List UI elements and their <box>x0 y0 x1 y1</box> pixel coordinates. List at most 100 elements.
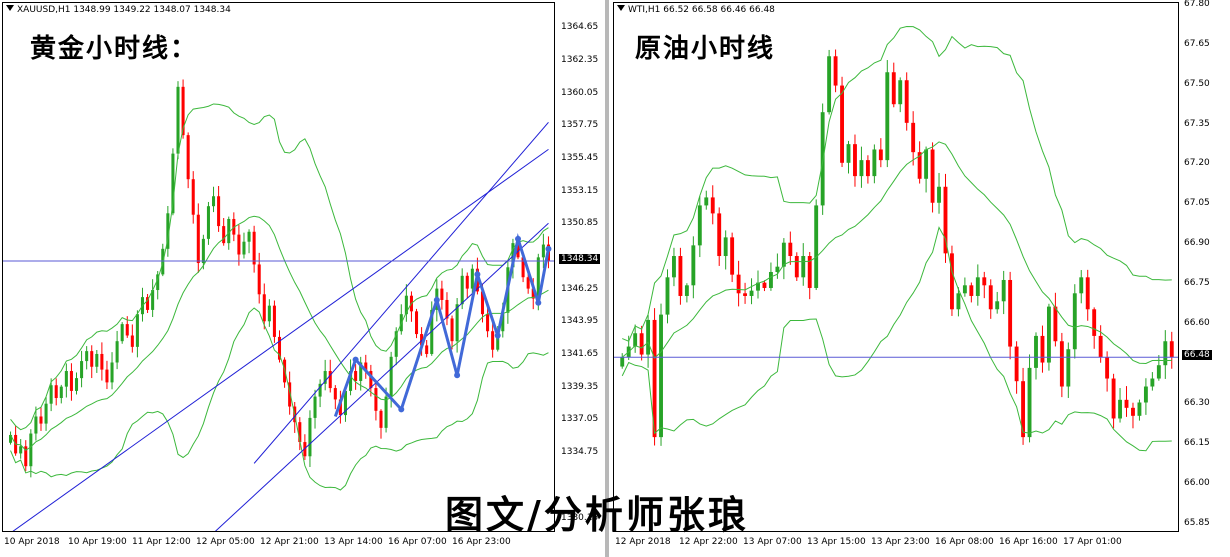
candle-body <box>1066 349 1071 387</box>
dropdown-triangle-icon[interactable] <box>617 5 625 11</box>
price-tick-label: 66.60 <box>1184 318 1210 329</box>
candle-body <box>924 149 929 179</box>
candle-body <box>156 274 160 291</box>
arrow-head-icon <box>454 372 461 379</box>
time-tick-label: 13 Apr 07:00 <box>743 537 802 547</box>
candle-body <box>247 231 251 242</box>
time-tick-label: 12 Apr 21:00 <box>260 537 319 547</box>
candle-body <box>44 403 48 424</box>
candle-body <box>1143 386 1148 403</box>
candle-body <box>536 257 540 299</box>
time-tick-label: 11 Apr 12:00 <box>132 537 191 547</box>
oil-plot-area[interactable] <box>613 2 1179 532</box>
candle-body <box>1085 277 1090 310</box>
candle-body <box>1059 341 1064 387</box>
gold-plot-area[interactable] <box>2 2 555 532</box>
candle-body <box>227 218 231 244</box>
candle-body <box>1124 399 1129 408</box>
candle-body <box>176 86 180 154</box>
price-tick-label: 1334.75 <box>561 447 599 458</box>
candle-body <box>54 385 58 399</box>
time-tick-label: 12 Apr 2018 <box>615 537 671 547</box>
bollinger-upper-band <box>10 103 549 431</box>
candle-body <box>115 341 119 363</box>
candle-body <box>956 293 961 310</box>
arrow-head-icon <box>433 296 440 303</box>
panel-divider[interactable] <box>605 0 609 557</box>
candle-body <box>19 446 23 454</box>
candle-body <box>186 135 190 180</box>
candle-body <box>29 433 33 467</box>
candle-body <box>257 264 261 295</box>
candle-body <box>242 241 246 255</box>
candle-body <box>646 319 651 355</box>
price-tick-label: 1339.35 <box>561 381 599 392</box>
gold-chart-panel[interactable]: XAUUSD,H1 1348.99 1349.22 1348.07 1348.3… <box>0 0 605 557</box>
candle-body <box>308 417 312 457</box>
oil-candlestick-chart <box>614 25 1178 452</box>
gold-overlay-title: 黄金小时线： <box>30 34 199 64</box>
price-tick-label: 1362.35 <box>561 54 599 65</box>
time-tick-label: 13 Apr 14:00 <box>324 537 383 547</box>
candle-body <box>171 153 175 214</box>
time-tick-label: 16 Apr 08:00 <box>935 537 994 547</box>
price-tick-label: 1350.85 <box>561 218 599 229</box>
candle-body <box>768 271 773 288</box>
candle-body <box>394 331 398 357</box>
price-tick-label: 1343.95 <box>561 316 599 327</box>
time-tick-label: 16 Apr 07:00 <box>388 537 447 547</box>
time-tick-label: 16 Apr 16:00 <box>999 537 1058 547</box>
oil-chart-panel[interactable]: WTI,H1 66.52 66.58 66.46 66.48 原油小时线 67.… <box>609 0 1230 557</box>
candle-body <box>64 371 68 387</box>
candle-body <box>237 234 241 255</box>
candle-body <box>369 371 373 389</box>
price-tick-label: 1341.65 <box>561 349 599 360</box>
candle-body <box>1079 277 1084 294</box>
candle-body <box>697 205 702 246</box>
oil-overlay-title: 原油小时线 <box>635 34 776 64</box>
candle-body <box>146 297 150 310</box>
candle-body <box>85 351 89 362</box>
candle-body <box>39 416 43 424</box>
candle-body <box>521 257 525 278</box>
candle-body <box>781 242 786 267</box>
author-caption: 图文/分析师张琅 <box>445 492 749 537</box>
candle-body <box>450 318 454 342</box>
candle-body <box>684 285 689 296</box>
candle-body <box>135 314 139 347</box>
candle-body <box>620 357 625 367</box>
candle-body <box>1169 341 1174 358</box>
price-tick-label: 1355.45 <box>561 153 599 163</box>
candle-body <box>1137 402 1142 416</box>
time-tick-label: 17 Apr 01:00 <box>1063 537 1122 547</box>
candle-body <box>1105 357 1110 379</box>
candle-body <box>24 446 28 467</box>
candle-body <box>788 242 793 257</box>
candle-body <box>1008 279 1013 347</box>
trend-channel-line <box>253 122 549 464</box>
price-tick-label: 66.15 <box>1184 438 1210 449</box>
arrow-head-icon <box>515 235 522 242</box>
price-tick-label: 67.35 <box>1184 118 1210 129</box>
candle-body <box>511 243 515 268</box>
candle-body <box>1118 399 1122 419</box>
candle-body <box>486 314 490 332</box>
arrow-head-icon <box>352 356 359 363</box>
gold-chart-header: XAUUSD,H1 1348.99 1349.22 1348.07 1348.3… <box>6 5 231 15</box>
candle-body <box>354 371 358 381</box>
candle-body <box>639 333 644 355</box>
candle-body <box>794 256 799 278</box>
bollinger-upper-band <box>622 25 1172 342</box>
candle-body <box>80 361 84 379</box>
time-tick-label: 12 Apr 22:00 <box>679 537 738 547</box>
candle-body <box>349 371 353 391</box>
candle-body <box>762 282 767 288</box>
candle-body <box>460 275 464 305</box>
dropdown-triangle-icon[interactable] <box>6 5 14 11</box>
candle-body <box>110 362 114 383</box>
price-tick-label: 67.80 <box>1184 0 1210 9</box>
candle-body <box>633 333 638 347</box>
candle-body <box>710 197 715 214</box>
candle-body <box>206 206 210 239</box>
candle-body <box>1027 367 1032 438</box>
